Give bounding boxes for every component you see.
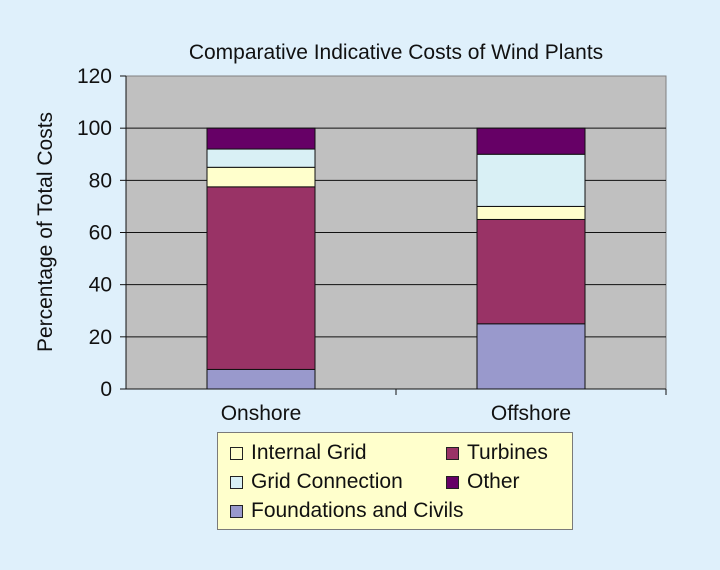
chart-title: Comparative Indicative Costs of Wind Pla… [189,41,603,64]
y-tick-label: 100 [77,117,112,140]
legend-label: Grid Connection [251,470,403,493]
y-tick-label: 20 [89,326,112,349]
legend-item-grid-connection: Grid Connection [230,470,403,494]
bar-segment-turbines [206,186,316,370]
legend-label: Internal Grid [251,441,367,464]
bars [206,127,586,390]
legend-label: Turbines [467,441,548,464]
y-tick-label: 40 [89,274,112,297]
legend-swatch-grid-connection [230,475,243,489]
legend-label: Foundations and Civils [251,499,464,522]
bar-segment-other [206,127,316,150]
x-tick-label: Onshore [221,402,302,425]
bar-segment-foundations-and-civils [206,368,316,390]
legend-item-internal-grid: Internal Grid [230,441,367,465]
legend-item-turbines: Turbines [446,441,548,465]
legend-swatch-other [446,475,459,489]
bar-segment-internal-grid [206,166,316,188]
bar-segment-foundations-and-civils [476,323,586,390]
legend-swatch-turbines [446,446,459,460]
bar-segment-turbines [476,218,586,325]
legend-item-foundations-and-civils: Foundations and Civils [230,499,463,523]
x-tick-label: Offshore [491,402,571,425]
legend-item-other: Other [446,470,520,494]
bar-segment-grid-connection [476,153,586,207]
y-axis-label: Percentage of Total Costs [34,112,57,352]
legend: Internal Grid Turbines Grid Connection O… [217,432,573,530]
legend-swatch-foundations-and-civils [230,504,243,518]
bar-segment-grid-connection [206,148,316,168]
y-tick-label: 60 [89,222,112,245]
bar-segment-internal-grid [476,205,586,220]
legend-swatch-internal-grid [230,446,243,460]
y-tick-label: 0 [100,378,112,401]
y-tick-label: 80 [89,169,112,192]
bar-segment-other [476,127,586,155]
x-axis: Onshore Offshore [221,389,667,425]
legend-label: Other [467,470,520,493]
y-tick-label: 120 [77,65,112,88]
